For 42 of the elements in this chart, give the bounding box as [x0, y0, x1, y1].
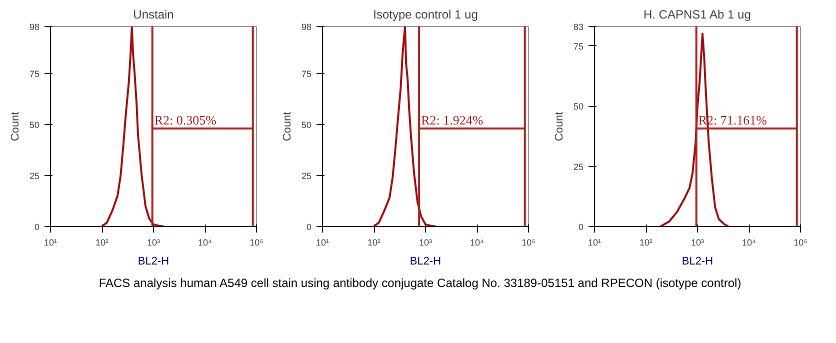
- x-tick-label: 10³: [418, 238, 432, 248]
- y-tick-label: 25: [301, 170, 312, 181]
- y-tick-label: 0: [34, 222, 40, 232]
- x-tick-label: 10²: [95, 238, 109, 248]
- chart-title: Unstain: [133, 8, 174, 22]
- x-axis-title: BL2-H: [682, 256, 714, 268]
- y-tick-label: 0: [306, 222, 312, 232]
- y-tick-label: 50: [573, 102, 584, 112]
- y-tick-label: 25: [573, 162, 584, 172]
- text: FACS analysis human A549 cell stain using antibody conjugate Catalog No. 33189-05151 and RPECON (isotype control): [98, 275, 742, 292]
- x-axis-title: BL2-H: [410, 256, 442, 268]
- x-tick-label: 10⁴: [470, 238, 484, 248]
- x-tick-label: 10¹: [316, 238, 330, 248]
- x-tick-label: 10³: [146, 238, 160, 248]
- annotation: R2: 1.924%: [421, 112, 484, 128]
- y-tick-label: 75: [301, 68, 312, 79]
- x-tick-label: 10²: [639, 238, 653, 248]
- chart-title: Isotype control 1 ug: [373, 8, 478, 22]
- y-tick-label: 50: [301, 120, 312, 130]
- y-axis-title: Count: [553, 112, 566, 142]
- x-tick-label: 10⁴: [198, 238, 212, 248]
- x-tick-label: 10²: [367, 238, 381, 248]
- y-tick-label: 75: [29, 68, 40, 79]
- y-tick-label: 25: [29, 170, 40, 181]
- x-tick-label: 10⁵: [250, 238, 264, 248]
- x-tick-label: 10¹: [44, 238, 58, 248]
- y-tick-label: 98: [301, 22, 312, 32]
- y-axis-title: Count: [9, 112, 22, 142]
- y-tick-label: 75: [573, 41, 584, 52]
- x-tick-label: 10¹: [588, 238, 602, 248]
- x-tick-label: 10⁵: [794, 238, 808, 248]
- x-axis-title: BL2-H: [138, 256, 170, 268]
- chart-title: H. CAPNS1 Ab 1 ug: [643, 8, 751, 22]
- y-tick-label: 0: [578, 222, 584, 232]
- annotation: R2: 0.305%: [154, 112, 217, 128]
- y-tick-label: 98: [29, 22, 40, 32]
- x-tick-label: 10⁴: [742, 238, 756, 248]
- x-tick-label: 10³: [690, 238, 704, 248]
- x-tick-label: 10⁵: [522, 238, 536, 248]
- y-tick-label: 83: [573, 22, 584, 32]
- y-axis-title: Count: [281, 112, 294, 142]
- y-tick-label: 50: [29, 120, 40, 130]
